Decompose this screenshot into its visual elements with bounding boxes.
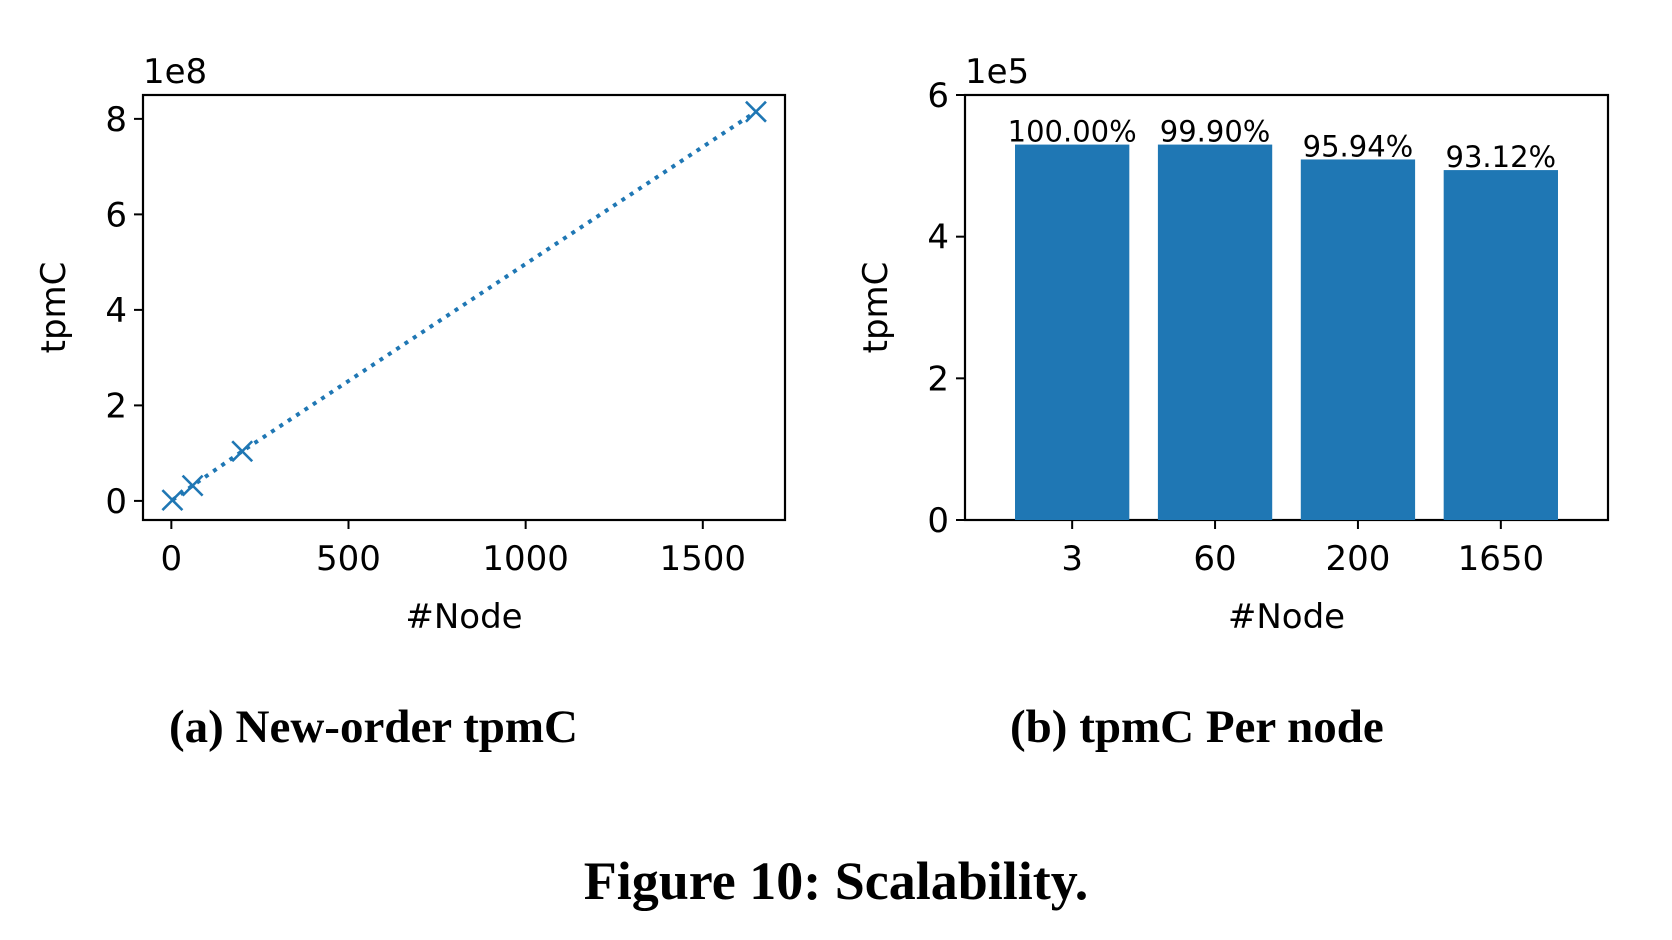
chart-b-bar bbox=[1015, 144, 1130, 521]
chart-a-xtick-label: 0 bbox=[161, 539, 183, 579]
subcaption-b: (b) tpmC Per node bbox=[1010, 701, 1384, 753]
chart-a-x-axis-label: #Node bbox=[405, 597, 522, 637]
chart-a-ytick-label: 0 bbox=[105, 482, 127, 522]
chart-b-bar bbox=[1300, 159, 1416, 521]
chart-b-bar bbox=[1157, 144, 1273, 521]
chart-a-point bbox=[745, 100, 767, 123]
chart-b-bar bbox=[1443, 170, 1558, 521]
chart-a-ytick-label: 2 bbox=[105, 386, 127, 426]
chart-b-ytick-label: 2 bbox=[927, 359, 949, 399]
chart-a-ytick-label: 6 bbox=[105, 195, 127, 235]
chart-b-xtick-label: 60 bbox=[1193, 539, 1236, 579]
chart-tpmc-per-node: 1e5 #Node tpmC 0 2 4 6 3 100.00% 60 99.90% 200 95.94… bbox=[856, 52, 1610, 637]
chart-a-ytick-label: 8 bbox=[105, 100, 127, 140]
chart-b-data-label: 95.94% bbox=[1303, 129, 1414, 163]
chart-b-ytick-label: 6 bbox=[927, 76, 949, 116]
chart-b-y-multiplier: 1e5 bbox=[965, 52, 1029, 92]
chart-b-data-label: 100.00% bbox=[1008, 115, 1137, 149]
chart-a-point-stroke bbox=[181, 474, 204, 497]
chart-a-point bbox=[161, 489, 184, 512]
chart-a-xtick-label: 500 bbox=[316, 539, 381, 579]
chart-a-point-stroke bbox=[745, 100, 767, 123]
chart-b-ytick-label: 0 bbox=[927, 501, 949, 541]
chart-a-point bbox=[181, 474, 204, 497]
chart-new-order-tpmc: 1e8 #Node tpmC 0 2 4 6 8 0 500 1000 1500 bbox=[34, 52, 787, 637]
chart-b-ytick-label: 4 bbox=[927, 218, 949, 258]
chart-b-x-axis-label: #Node bbox=[1228, 597, 1345, 637]
chart-a-xtick-label: 1500 bbox=[660, 539, 747, 579]
chart-a-y-axis-label: tpmC bbox=[34, 262, 74, 354]
chart-a-ytick-label: 4 bbox=[105, 291, 127, 331]
subcaption-a: (a) New-order tpmC bbox=[169, 701, 578, 753]
chart-b-data-label: 99.90% bbox=[1160, 115, 1271, 149]
chart-b-xtick-label: 3 bbox=[1061, 539, 1083, 579]
chart-b-data-label: 93.12% bbox=[1446, 140, 1557, 174]
chart-a-y-multiplier: 1e8 bbox=[143, 52, 207, 92]
chart-b-y-axis-label: tpmC bbox=[856, 262, 896, 354]
chart-a-point-stroke bbox=[231, 440, 254, 463]
chart-b-xtick-label: 1650 bbox=[1458, 539, 1545, 579]
chart-b-xtick-label: 200 bbox=[1325, 539, 1390, 579]
chart-a-series-line bbox=[171, 110, 758, 502]
chart-a-point-stroke bbox=[161, 489, 184, 512]
chart-a-point bbox=[231, 440, 254, 463]
chart-b-axes-frame bbox=[963, 93, 1610, 522]
figure-caption: Figure 10: Scalability. bbox=[583, 851, 1089, 911]
chart-a-xtick-label: 1000 bbox=[482, 539, 569, 579]
chart-a-axes-frame bbox=[141, 93, 787, 522]
